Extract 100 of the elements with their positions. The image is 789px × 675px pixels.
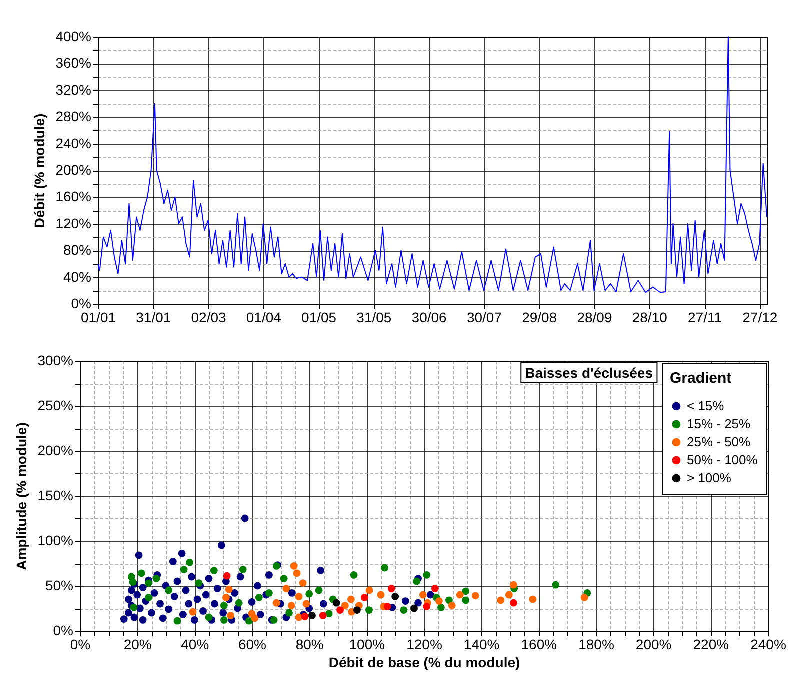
point (431, 585, 439, 592)
point (145, 580, 153, 587)
point (325, 610, 333, 618)
x-tick-label: 40% (181, 636, 210, 652)
point (138, 570, 146, 578)
x-tick-label: 02/03 (191, 310, 226, 326)
y-axis-title: Débit (% module) (32, 114, 48, 228)
point (195, 580, 203, 587)
x-tick-label: 29/08 (522, 310, 558, 326)
x-tick-label: 200% (636, 636, 672, 652)
point (366, 586, 374, 594)
point (290, 562, 298, 570)
x-tick-label: 01/04 (246, 310, 282, 326)
y-tick-label: 0% (53, 622, 74, 638)
point (308, 612, 316, 620)
point (552, 581, 560, 589)
y-tick-label: 400% (56, 28, 92, 44)
y-tick-label: 300% (38, 352, 74, 368)
x-tick-label: 01/01 (80, 310, 116, 326)
x-tick-label: 30/07 (466, 310, 502, 326)
point (413, 578, 421, 586)
point (505, 591, 513, 599)
point (435, 598, 443, 605)
point (302, 600, 310, 608)
point (174, 617, 182, 625)
point (180, 566, 188, 574)
point (189, 608, 197, 616)
x-tick-label: 120% (406, 636, 442, 652)
point (510, 581, 518, 589)
x-tick-label: 160% (521, 636, 558, 652)
point (400, 606, 408, 614)
point (456, 591, 464, 599)
point (220, 616, 228, 624)
x-tick-label: 01/05 (302, 310, 337, 326)
y-tick-label: 120% (56, 215, 92, 232)
annotation: Baisses d'éclusées (525, 365, 654, 381)
x-tick-label: 220% (693, 636, 730, 652)
point (223, 572, 231, 580)
x-tick-label: 140% (464, 636, 500, 652)
point (205, 614, 213, 622)
point (295, 593, 303, 600)
point (255, 594, 263, 602)
y-tick-label: 250% (38, 398, 74, 414)
point (384, 603, 392, 610)
point (423, 603, 431, 610)
y-tick-label: 360% (56, 55, 92, 72)
point (510, 599, 518, 607)
point (299, 580, 307, 587)
point (282, 585, 290, 592)
point (462, 596, 470, 604)
x-tick-label: 240% (750, 636, 786, 652)
legend-label: 15% - 25% (687, 416, 752, 432)
point (251, 614, 259, 622)
point (225, 586, 233, 594)
point (347, 596, 355, 604)
point (152, 575, 160, 582)
point (286, 609, 293, 617)
point (366, 606, 373, 614)
point (130, 604, 138, 612)
point (354, 606, 361, 614)
point (245, 617, 253, 625)
point (446, 596, 453, 604)
point (332, 599, 340, 607)
point (448, 602, 456, 610)
point (580, 594, 588, 602)
point (381, 564, 388, 572)
y-tick-label: 320% (56, 82, 92, 98)
x-tick-label: 60% (238, 636, 267, 652)
x-axis-title: Débit de base (% du module) (328, 654, 520, 670)
legend-label: 25% - 50% (687, 434, 752, 450)
point (341, 602, 349, 610)
point (472, 592, 480, 600)
y-tick-label: 40% (63, 268, 92, 285)
point (222, 594, 230, 602)
point (265, 590, 273, 597)
point (392, 593, 400, 600)
legend-label: > 100% (687, 470, 732, 486)
point (220, 602, 228, 610)
x-tick-label: 31/01 (136, 310, 172, 326)
point (315, 586, 323, 594)
point (529, 596, 537, 604)
point (319, 612, 327, 620)
point (272, 599, 280, 607)
legend-title: Gradient (670, 370, 732, 387)
point (462, 588, 470, 596)
point (350, 572, 358, 579)
point (437, 604, 445, 612)
point (336, 606, 344, 614)
y-tick-label: 0% (71, 296, 92, 312)
point (235, 599, 243, 607)
point (419, 591, 427, 599)
legend-label: < 15% (687, 398, 725, 414)
point (145, 594, 153, 602)
point (377, 591, 385, 599)
x-tick-label: 180% (578, 636, 614, 652)
x-tick-label: 30/06 (412, 310, 448, 326)
y-tick-label: 200% (38, 442, 74, 458)
point (306, 590, 314, 598)
x-tick-label: 31/05 (356, 310, 392, 326)
x-tick-label: 80% (296, 636, 324, 652)
